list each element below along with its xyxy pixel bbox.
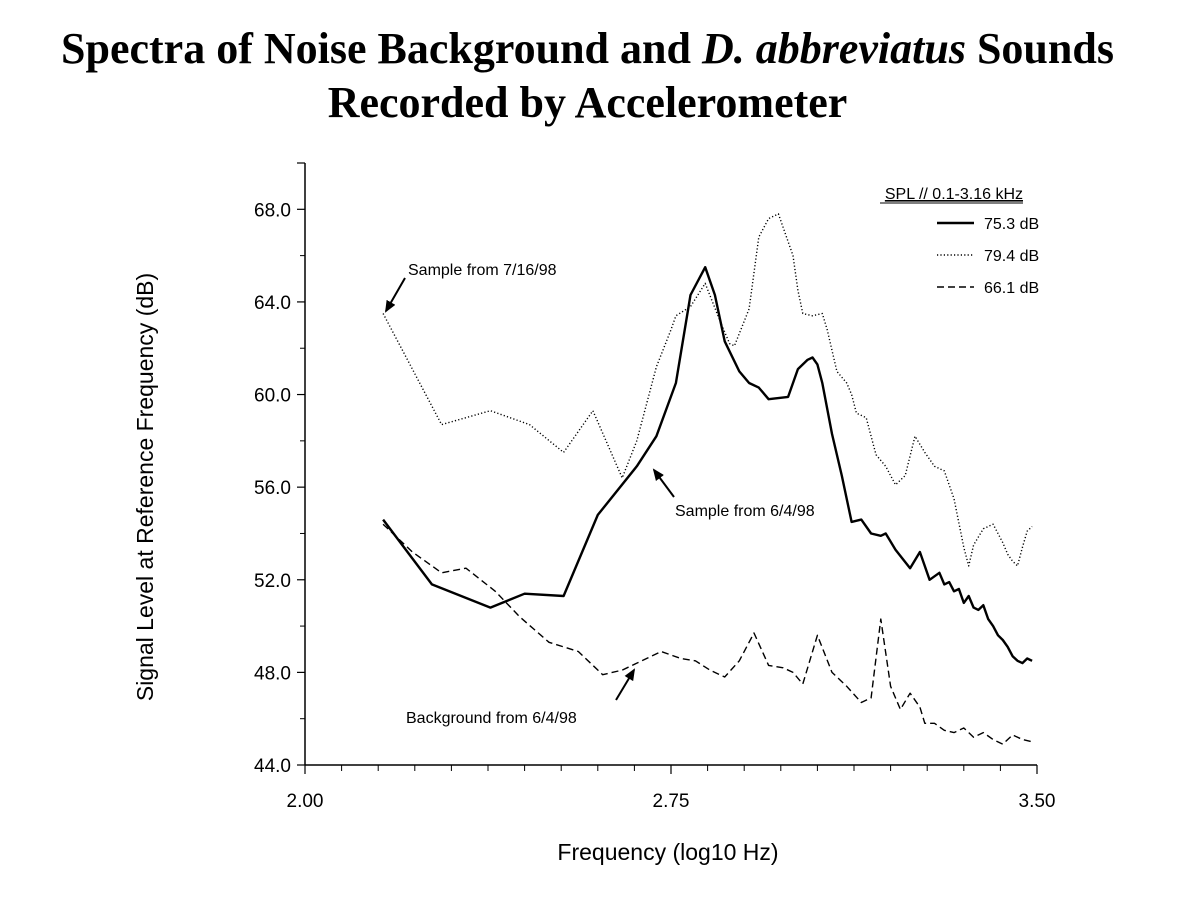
series-lines [382, 213, 1033, 745]
y-tick-label: 44.0 [254, 756, 291, 777]
y-tick-label: 56.0 [254, 478, 291, 499]
y-tick-label: 48.0 [254, 663, 291, 684]
chart-title: Spectra of Noise Background and D. abbre… [0, 22, 1175, 130]
y-tick-label: 52.0 [254, 571, 291, 592]
legend-title: SPL // 0.1-3.16 kHz [885, 186, 1023, 203]
annotation-arrow [652, 468, 675, 498]
x-tick-label: 2.75 [653, 791, 690, 812]
legend-label: 75.3 dB [984, 216, 1039, 233]
annotations: Sample from 7/16/98 Sample from 6/4/98 Bac… [385, 262, 815, 727]
series-line-dashed [382, 523, 1033, 745]
legend: SPL // 0.1-3.16 kHz 75.3 dB 79.4 dB 66.1 dB [880, 186, 1039, 297]
annotation-arrow [385, 277, 406, 313]
x-tick-label: 3.50 [1019, 791, 1056, 812]
y-tick-label: 68.0 [254, 200, 291, 221]
legend-label: 79.4 dB [984, 248, 1039, 265]
title-species: D. abbreviatus [701, 24, 966, 73]
annotation-arrow [615, 668, 636, 701]
y-tick-label: 60.0 [254, 386, 291, 407]
x-axis-label: Frequency (log10 Hz) [557, 839, 778, 865]
series-line-dotted [382, 213, 1033, 567]
annotation-sample-6-4-98: Sample from 6/4/98 [675, 503, 815, 520]
axes: 44.0 48.0 52.0 56.0 60.0 64.0 68.0 2.00 2.75 3.50 [254, 162, 1056, 812]
legend-label: 66.1 dB [984, 280, 1039, 297]
x-tick-label: 2.00 [287, 791, 324, 812]
title-part1: Spectra of Noise Background and [61, 24, 702, 73]
title-line2: Recorded by Accelerometer [327, 78, 848, 127]
annotation-background-6-4-98: Background from 6/4/98 [406, 710, 577, 727]
y-axis-label: Signal Level at Reference Frequency (dB) [132, 273, 158, 701]
series-line-solid [382, 266, 1033, 665]
y-tick-label: 64.0 [254, 293, 291, 314]
annotation-sample-7-16-98: Sample from 7/16/98 [408, 262, 557, 279]
title-part2: Sounds [965, 24, 1114, 73]
